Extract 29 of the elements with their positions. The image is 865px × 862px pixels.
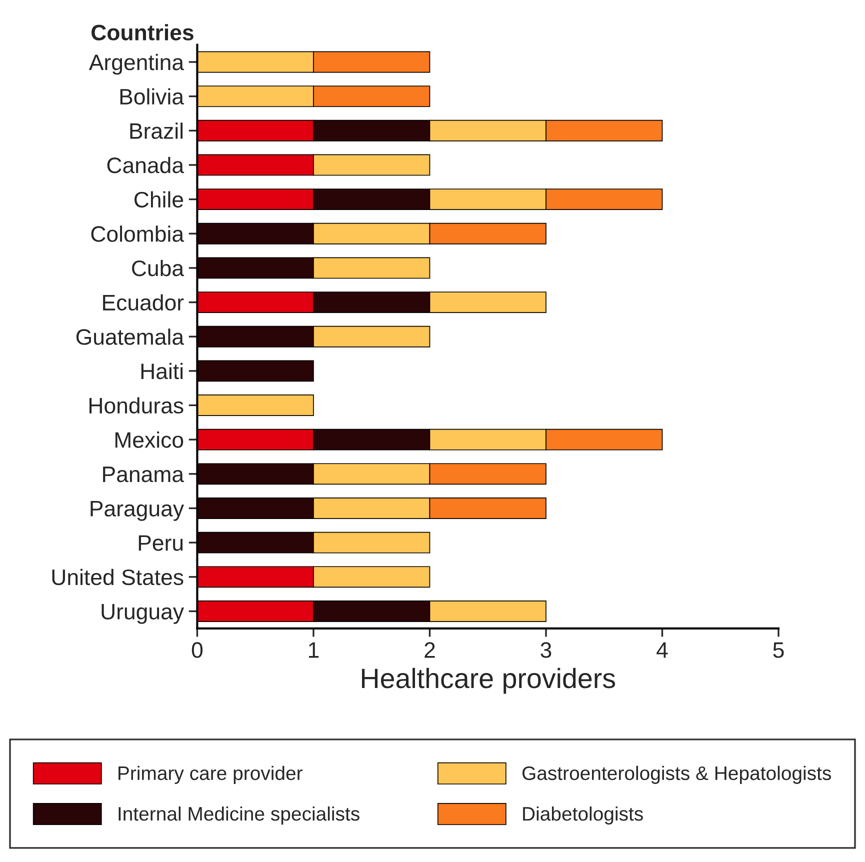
- y-tick-label: Chile: [134, 191, 184, 208]
- y-tick-label: Mexico: [115, 432, 184, 448]
- legend-label: Internal Medicine specialists: [118, 806, 360, 825]
- x-tick-label: 5: [773, 642, 784, 658]
- y-tick-label: Cuba: [132, 260, 184, 276]
- x-tick-label: 4: [656, 642, 668, 658]
- x-tick-label: 1: [308, 642, 319, 658]
- legend-label: Diabetologists: [523, 806, 643, 825]
- y-tick-label: Uruguay: [102, 604, 184, 624]
- x-tick-label: 0: [192, 642, 203, 658]
- x-tick-label: 3: [540, 642, 552, 658]
- y-tick-label: Panama: [103, 466, 184, 482]
- legend-label: Primary care provider: [118, 766, 302, 784]
- y-tick-label: Honduras: [90, 397, 184, 414]
- y-tick-label: Ecuador: [103, 294, 184, 311]
- y-tick-label: Brazil: [130, 122, 183, 139]
- y-tick-label: Bolivia: [120, 88, 184, 105]
- legend-label: Gastroenterologists & Hepatologists: [522, 766, 831, 784]
- y-tick-label: Paraguay: [90, 501, 184, 521]
- y-tick-label: Canada: [107, 156, 184, 174]
- y-axis-title: Countries: [92, 24, 194, 40]
- y-tick-label: Peru: [138, 535, 183, 551]
- y-tick-label: Argentina: [88, 54, 184, 75]
- y-tick-label: Guatemala: [76, 328, 184, 345]
- y-tick-label: United States: [52, 568, 184, 586]
- x-tick-label: 2: [424, 642, 435, 658]
- y-tick-label: Haiti: [141, 362, 183, 380]
- x-axis-title: Healthcare providers: [362, 668, 616, 694]
- y-tick-label: Colombia: [91, 226, 184, 242]
